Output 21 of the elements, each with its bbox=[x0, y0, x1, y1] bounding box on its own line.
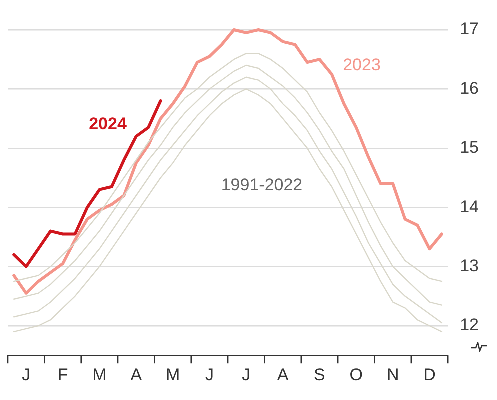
x-tick-label: O bbox=[350, 365, 364, 384]
x-tick-label: J bbox=[242, 365, 251, 384]
x-tick-label: J bbox=[205, 365, 214, 384]
y-tick-label: 17 bbox=[460, 20, 480, 39]
x-tick-label: M bbox=[166, 365, 180, 384]
x-tick-label: F bbox=[58, 365, 68, 384]
series-label: 2024 bbox=[89, 114, 128, 134]
annotation: 1991-2022 bbox=[221, 176, 303, 195]
x-tick-label: M bbox=[92, 365, 107, 384]
series-label: 2023 bbox=[343, 56, 381, 75]
y-tick-label: 12 bbox=[460, 316, 480, 335]
x-tick-label: N bbox=[386, 365, 400, 384]
x-tick-label: D bbox=[424, 365, 436, 384]
y-tick-label: 14 bbox=[460, 197, 480, 216]
x-tick-label: S bbox=[314, 365, 326, 384]
y-tick-label: 16 bbox=[460, 78, 480, 98]
x-tick-label: J bbox=[22, 365, 31, 384]
y-tick-label: 13 bbox=[460, 256, 480, 276]
x-tick-label: A bbox=[277, 365, 290, 384]
x-tick-label: A bbox=[130, 365, 143, 384]
y-tick-label: 15 bbox=[460, 138, 480, 158]
